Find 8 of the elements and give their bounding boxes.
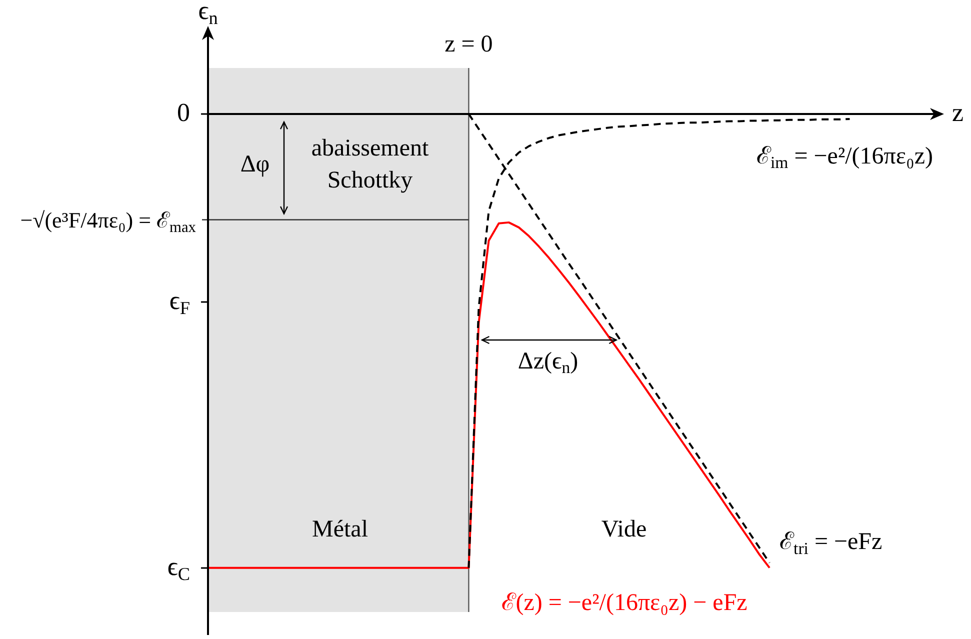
annotation: Vide [601,516,647,542]
annotation: Métal [312,516,368,542]
annotation: Δφ [240,151,270,178]
x-axis-title: z [952,98,964,127]
text: 0 [177,98,190,127]
series-label: ℰ(z) = −e²/(16πε₀z) − eFz [502,590,748,616]
text: z = 0 [444,31,493,58]
annotation: abaissement Schottky [311,135,429,194]
